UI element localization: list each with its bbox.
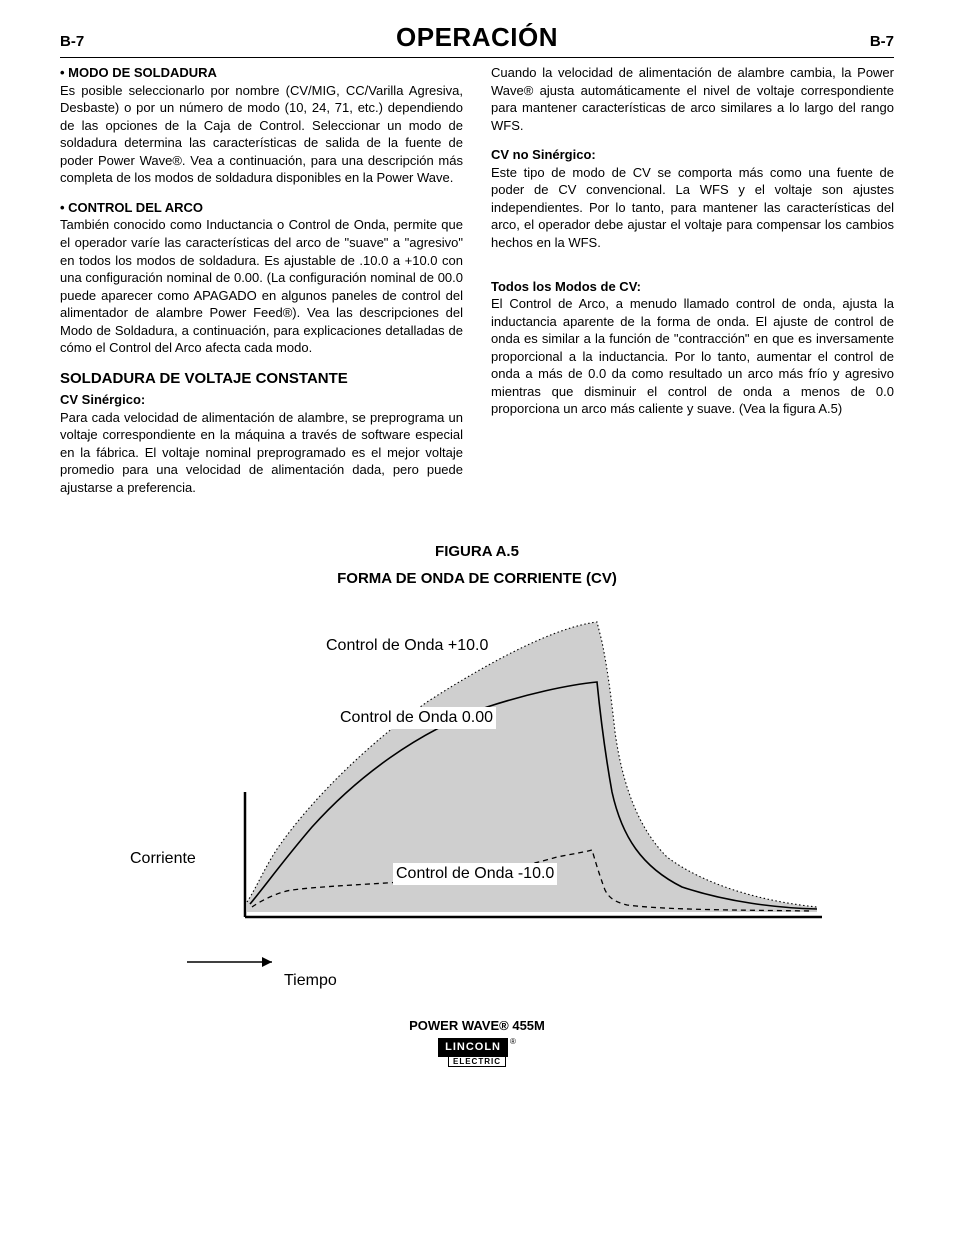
page-title: OPERACIÓN xyxy=(396,20,558,55)
lincoln-logo: LINCOLN® ELECTRIC xyxy=(438,1037,516,1067)
control-arco-label: • CONTROL DEL ARCO xyxy=(60,199,463,217)
control-arco-text: También conocido como Inductancia o Cont… xyxy=(60,216,463,356)
label-minus10: Control de Onda -10.0 xyxy=(393,863,557,885)
spacer xyxy=(491,264,894,278)
electric-box: ELECTRIC xyxy=(448,1056,506,1068)
figure-caption: FIGURA A.5 FORMA DE ONDA DE CORRIENTE (C… xyxy=(60,538,894,592)
figure-caption-line1: FIGURA A.5 xyxy=(60,538,894,565)
cv-sinergico-block: CV Sinérgico: xyxy=(60,391,463,409)
todos-modos-text: El Control de Arco, a menudo llamado con… xyxy=(491,295,894,418)
label-y-axis: Corriente xyxy=(127,848,199,870)
label-plus10: Control de Onda +10.0 xyxy=(323,635,491,657)
lincoln-box: LINCOLN xyxy=(438,1038,508,1057)
soldadura-cv-subhead: SOLDADURA DE VOLTAJE CONSTANTE xyxy=(60,369,463,389)
chart-svg xyxy=(127,612,827,992)
cv-sinergico-label: CV Sinérgico: xyxy=(60,392,145,407)
right-column: Cuando la velocidad de alimentación de a… xyxy=(491,64,894,508)
right-intro-text: Cuando la velocidad de alimentación de a… xyxy=(491,64,894,134)
left-column: • MODO DE SOLDADURA Es posible seleccion… xyxy=(60,64,463,508)
registered-icon: ® xyxy=(510,1037,516,1046)
modo-soldadura-label: • MODO DE SOLDADURA xyxy=(60,64,463,82)
time-arrow-head xyxy=(262,957,272,967)
waveform-chart: Control de Onda +10.0 Control de Onda 0.… xyxy=(127,612,827,992)
page-footer: POWER WAVE® 455M LINCOLN® ELECTRIC xyxy=(60,1017,894,1068)
page-number-right: B-7 xyxy=(870,32,894,52)
cv-no-sinergico-text: Este tipo de modo de CV se comporta más … xyxy=(491,164,894,252)
cv-no-sinergico-label: CV no Sinérgico: xyxy=(491,146,894,164)
footer-product: POWER WAVE® 455M xyxy=(60,1017,894,1035)
cv-sinergico-text: Para cada velocidad de alimentación de a… xyxy=(60,409,463,497)
todos-modos-label: Todos los Modos de CV: xyxy=(491,278,894,296)
label-zero: Control de Onda 0.00 xyxy=(337,707,496,729)
page-number-left: B-7 xyxy=(60,32,84,52)
modo-soldadura-text: Es posible seleccionarlo por nombre (CV/… xyxy=(60,82,463,187)
figure-caption-line2: FORMA DE ONDA DE CORRIENTE (CV) xyxy=(60,565,894,592)
page-header: B-7 OPERACIÓN B-7 xyxy=(60,20,894,58)
figure-block: FIGURA A.5 FORMA DE ONDA DE CORRIENTE (C… xyxy=(60,538,894,992)
content-columns: • MODO DE SOLDADURA Es posible seleccion… xyxy=(60,64,894,508)
label-x-axis: Tiempo xyxy=(281,970,340,992)
